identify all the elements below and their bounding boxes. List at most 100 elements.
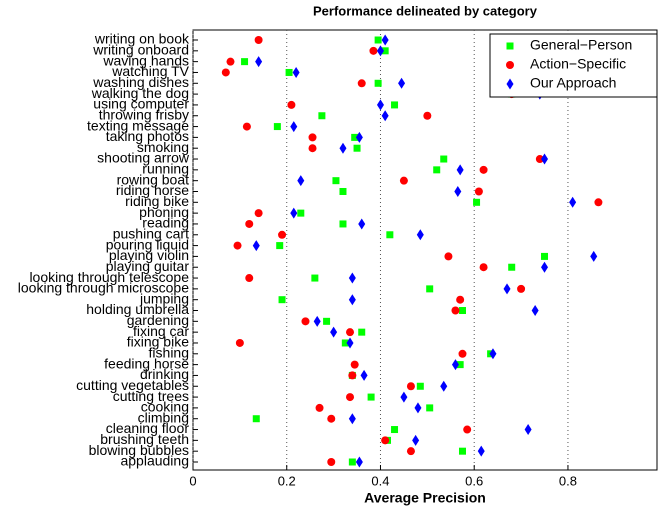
y-tick-label: cutting vegetables — [76, 377, 189, 393]
data-point — [235, 338, 244, 347]
y-tick-label: writing onboard — [92, 42, 189, 58]
data-point — [292, 66, 300, 78]
data-point — [458, 307, 466, 315]
data-point — [346, 337, 354, 349]
y-tick-label: climbing — [138, 409, 189, 425]
data-point — [254, 209, 263, 218]
data-point — [474, 187, 483, 196]
x-tick-label: 0 — [189, 473, 196, 488]
y-tick-label: brushing teeth — [100, 431, 189, 447]
data-point — [374, 79, 382, 87]
y-tick-label: playing guitar — [106, 258, 190, 274]
data-point — [399, 176, 408, 185]
y-tick-label: cleaning floor — [106, 420, 190, 436]
data-point — [531, 305, 539, 317]
data-point — [301, 317, 310, 326]
y-tick-label: applauding — [120, 453, 189, 469]
data-point — [327, 458, 336, 466]
y-tick-label: cooking — [141, 399, 189, 415]
y-tick-label: smoking — [137, 139, 189, 155]
y-tick-label: riding horse — [116, 182, 189, 198]
y-tick-label: using computer — [93, 96, 189, 112]
data-point — [541, 153, 549, 165]
data-point — [524, 424, 532, 436]
y-tick-label: cutting trees — [113, 388, 189, 404]
data-point — [245, 219, 254, 228]
data-point — [416, 382, 424, 390]
data-point — [444, 252, 453, 261]
data-point — [360, 369, 368, 381]
y-tick-label: watching TV — [111, 63, 189, 79]
data-point — [477, 445, 485, 457]
data-point — [346, 328, 355, 337]
data-point — [358, 218, 366, 230]
y-tick-label: waving hands — [102, 52, 189, 68]
data-point — [406, 447, 415, 456]
legend-label: Action−Specific — [530, 56, 626, 72]
data-point — [400, 391, 408, 403]
y-tick-label: drinking — [140, 366, 189, 382]
y-tick-label: fixing bike — [127, 334, 189, 350]
data-point — [440, 155, 448, 163]
data-point — [297, 209, 305, 217]
data-point — [315, 403, 324, 412]
data-point — [339, 220, 347, 228]
data-point — [391, 426, 399, 434]
data-point — [426, 404, 434, 412]
legend-marker — [506, 61, 514, 69]
data-point — [367, 393, 375, 401]
data-point — [313, 315, 321, 327]
data-point — [351, 133, 359, 141]
data-point — [242, 122, 251, 131]
data-point — [479, 263, 488, 272]
data-point — [221, 68, 230, 77]
data-point — [339, 142, 347, 154]
data-point — [355, 131, 363, 143]
chart-title: Performance delineated by category — [313, 3, 538, 18]
data-point — [255, 56, 263, 68]
data-point — [245, 274, 254, 283]
data-point — [348, 413, 356, 425]
data-point — [458, 349, 467, 358]
data-point — [348, 458, 356, 466]
data-point — [440, 380, 448, 392]
x-tick-label: 0.4 — [371, 473, 389, 488]
data-point — [454, 185, 462, 197]
data-point — [332, 177, 340, 185]
data-point — [290, 121, 298, 133]
y-tick-label: washing dishes — [92, 74, 189, 90]
data-point — [374, 36, 382, 44]
data-point — [348, 294, 356, 306]
legend-marker — [506, 42, 514, 50]
data-point — [290, 207, 298, 219]
data-point — [569, 196, 577, 208]
data-point — [503, 283, 511, 295]
y-tick-label: feeding horse — [104, 355, 189, 371]
data-point — [252, 240, 260, 252]
data-point — [346, 393, 355, 402]
data-point — [226, 57, 235, 66]
y-tick-label: fishing — [149, 344, 189, 360]
data-point — [508, 263, 516, 271]
legend-box — [489, 33, 658, 98]
data-point — [386, 231, 394, 239]
data-point — [381, 110, 389, 122]
y-tick-label: looking through telescope — [29, 269, 189, 285]
y-tick-label: rowing boat — [117, 171, 189, 187]
data-point — [594, 198, 603, 207]
data-point — [339, 187, 347, 195]
data-point — [348, 371, 357, 380]
data-point — [423, 111, 432, 120]
data-point — [416, 229, 424, 241]
data-point — [463, 425, 472, 434]
data-point — [369, 46, 378, 55]
data-point — [451, 306, 460, 315]
data-point — [479, 165, 488, 174]
data-point — [541, 252, 549, 260]
data-point — [473, 198, 481, 206]
data-point — [535, 155, 544, 164]
data-point — [456, 295, 465, 304]
y-tick-label: writing on book — [94, 31, 190, 47]
y-tick-label: pouring liquid — [106, 236, 189, 252]
